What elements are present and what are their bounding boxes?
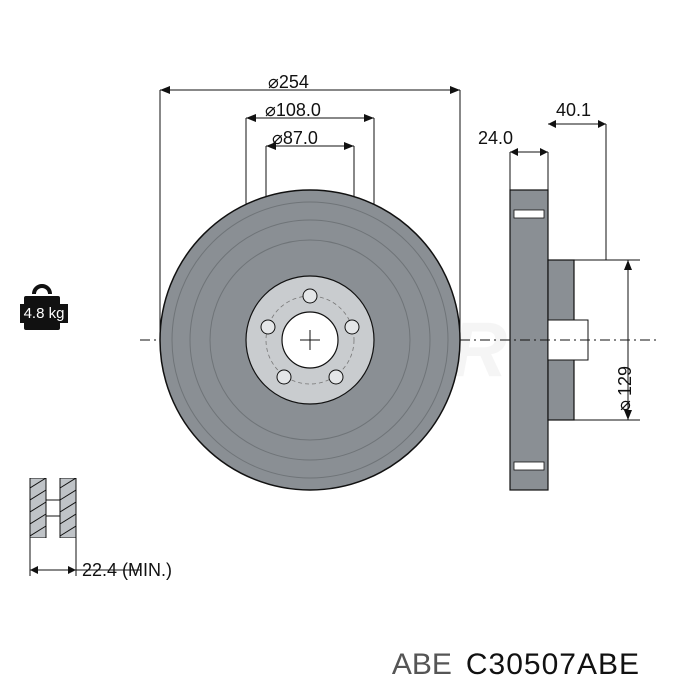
dim-weight: 4.8 kg xyxy=(20,304,68,323)
dim-hat-diameter: ⌀129 xyxy=(614,366,636,417)
brand-label: ABE xyxy=(392,648,452,682)
dim-offset: 40.1 xyxy=(556,100,591,121)
dim-min-thickness: 22.4 (MIN.) xyxy=(82,560,172,581)
min-thickness-icon xyxy=(30,478,76,538)
brake-disc-front xyxy=(150,180,470,500)
diagram-canvas: TEXTAR xyxy=(0,0,700,700)
brake-disc-side xyxy=(500,180,620,500)
part-number: C30507ABE xyxy=(466,648,640,682)
dim-hub-diameter: ⌀108.0 xyxy=(265,100,321,121)
dim-thickness: 24.0 xyxy=(478,128,513,149)
part-caption: ABE C30507ABE xyxy=(392,648,640,682)
dim-bore-diameter: ⌀87.0 xyxy=(272,128,318,149)
dim-outer-diameter: ⌀254 xyxy=(268,72,309,93)
